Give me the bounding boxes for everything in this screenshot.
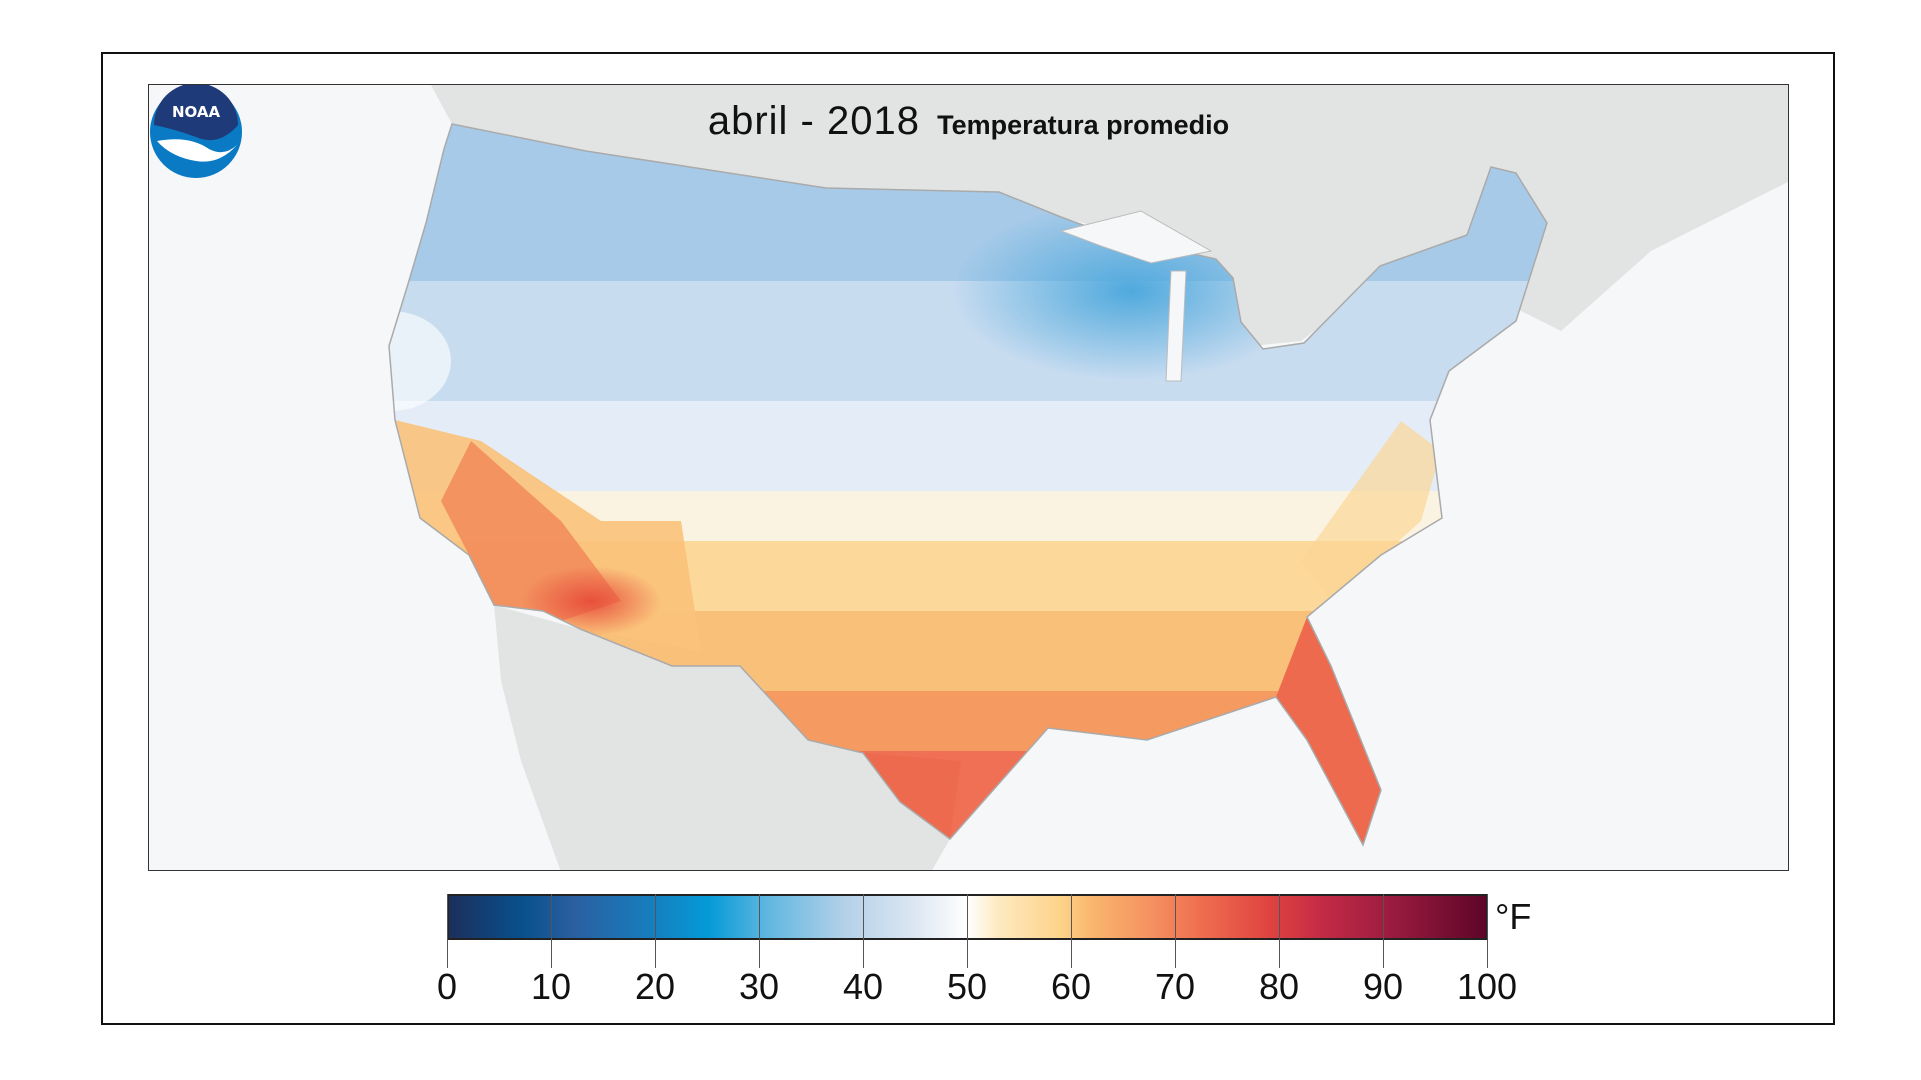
- figure-frame: [101, 52, 1835, 1025]
- legend-tick-label: 70: [1154, 966, 1196, 1007]
- legend-tick-mark: [967, 894, 968, 968]
- lake-michigan: [1165, 270, 1187, 382]
- title-variable: Temperatura promedio: [937, 110, 1230, 140]
- legend-unit: °F: [1495, 896, 1532, 937]
- legend-tick-label: 30: [738, 966, 780, 1007]
- svg-text:NOAA: NOAA: [172, 103, 221, 121]
- us-map-svg: [149, 85, 1788, 870]
- legend-tick-mark: [1071, 894, 1072, 968]
- legend-tick-label: 90: [1362, 966, 1404, 1007]
- mexico-land: [494, 605, 950, 870]
- map-title: abril - 2018 Temperatura promedio: [149, 99, 1788, 144]
- title-period: abril - 2018: [707, 99, 920, 143]
- legend-tick-label: 60: [1050, 966, 1092, 1007]
- great-lakes: [1059, 210, 1213, 264]
- legend-tick-mark: [1279, 894, 1280, 968]
- legend-tick-label: 50: [946, 966, 988, 1007]
- legend-tick-label: 10: [530, 966, 572, 1007]
- legend-tick-mark: [759, 894, 760, 968]
- legend-tick-mark: [447, 894, 448, 968]
- legend-tick-label: 40: [842, 966, 884, 1007]
- temperature-map: abril - 2018 Temperatura promedio NOAA: [148, 84, 1789, 871]
- legend-tick-label: 80: [1258, 966, 1300, 1007]
- legend-tick-label: 100: [1456, 966, 1518, 1007]
- legend-tick-mark: [1175, 894, 1176, 968]
- legend-tick-mark: [1487, 894, 1488, 968]
- us-outline: [388, 123, 1548, 847]
- legend-tick-label: 0: [436, 966, 458, 1007]
- noaa-logo-icon: NOAA: [150, 85, 242, 178]
- legend-tick-mark: [863, 894, 864, 968]
- legend-tick-label: 20: [634, 966, 676, 1007]
- legend-tick-mark: [655, 894, 656, 968]
- legend-tick-mark: [1383, 894, 1384, 968]
- legend-tick-mark: [551, 894, 552, 968]
